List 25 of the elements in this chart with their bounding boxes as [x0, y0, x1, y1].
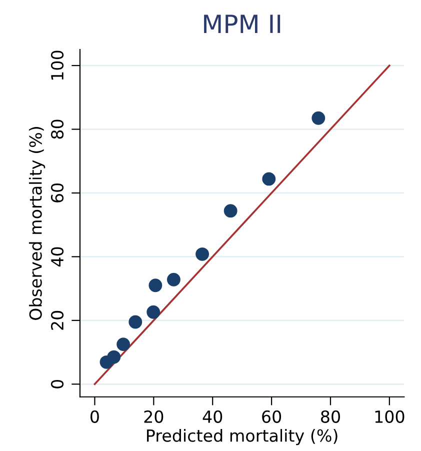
point [312, 111, 326, 125]
x-tick-label: 0 [90, 410, 99, 423]
point [128, 315, 142, 329]
point [262, 172, 276, 186]
y-tick-label: 100 [50, 50, 64, 80]
point [148, 278, 162, 292]
x-tick-label: 100 [375, 410, 404, 423]
point [166, 272, 180, 286]
point [116, 338, 130, 352]
y-tick-label: 60 [50, 183, 64, 202]
y-tick-label: 80 [50, 120, 64, 139]
x-tick-label: 40 [202, 410, 222, 423]
x-tick-label: 80 [321, 410, 340, 423]
y-tick-label: 40 [50, 247, 64, 266]
x-tick-label: 60 [262, 410, 282, 423]
point [146, 305, 160, 319]
y-axis-title: Observed mortality (%) [28, 127, 46, 320]
point [196, 247, 209, 261]
x-axis-title: Predicted mortality (%) [147, 428, 338, 446]
y-tick-label: 20 [50, 310, 64, 330]
x-tick-label: 20 [144, 410, 164, 423]
y-tick-label: 0 [50, 380, 64, 388]
chart-title: MPM II [204, 14, 280, 33]
point [224, 204, 238, 218]
point [107, 350, 121, 364]
